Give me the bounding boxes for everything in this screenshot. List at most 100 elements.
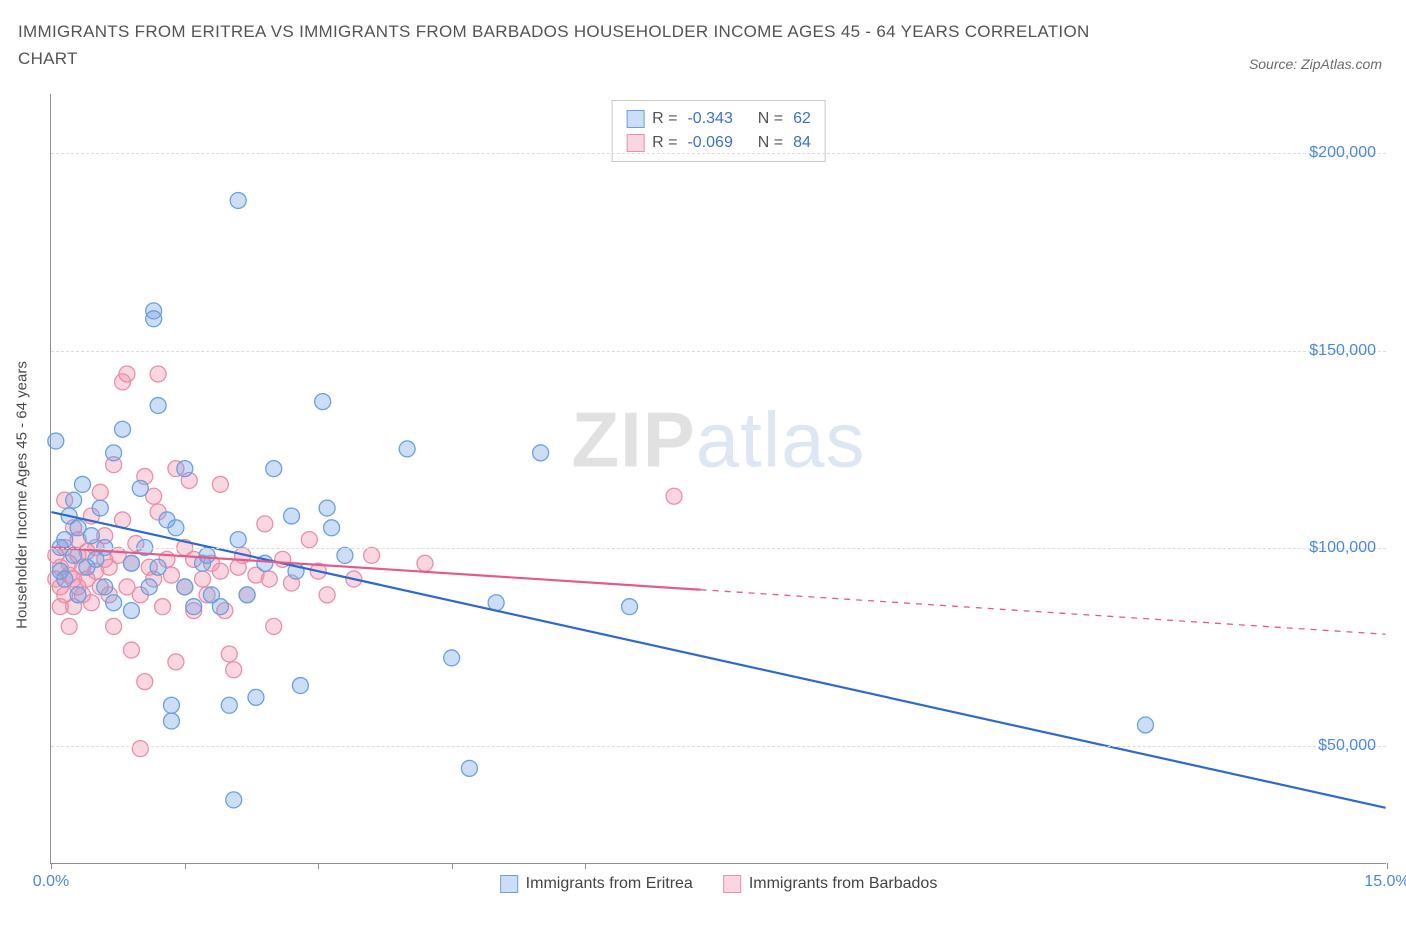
y-axis-label: Householder Income Ages 45 - 64 years	[14, 361, 31, 629]
data-point	[155, 599, 171, 615]
data-point	[239, 587, 255, 603]
data-point	[292, 678, 308, 694]
data-point	[337, 547, 353, 563]
data-point	[137, 674, 153, 690]
data-point	[177, 461, 193, 477]
data-point	[141, 579, 157, 595]
gridline	[51, 746, 1386, 747]
y-tick-label: $150,000	[1309, 342, 1376, 360]
x-tick	[585, 863, 586, 869]
data-point	[132, 480, 148, 496]
data-point	[622, 599, 638, 615]
data-point	[212, 599, 228, 615]
legend-swatch-icon	[500, 875, 518, 893]
data-point	[48, 433, 64, 449]
data-point	[195, 571, 211, 587]
data-point	[461, 760, 477, 776]
legend-stat-row: R = -0.343 N = 62	[626, 107, 811, 131]
data-point	[230, 532, 246, 548]
data-point	[248, 689, 264, 705]
data-point	[57, 532, 73, 548]
legend-n-value: 84	[793, 131, 811, 155]
x-tick	[452, 863, 453, 869]
data-point	[324, 520, 340, 536]
data-point	[123, 603, 139, 619]
y-tick-label: $100,000	[1309, 539, 1376, 557]
data-point	[199, 547, 215, 563]
legend-n-value: 62	[793, 107, 811, 131]
data-point	[75, 476, 91, 492]
data-point	[92, 484, 108, 500]
regression-line	[51, 512, 1385, 808]
plot-svg	[51, 94, 1386, 863]
data-point	[115, 421, 131, 437]
data-point	[226, 792, 242, 808]
data-point	[319, 500, 335, 516]
data-point	[230, 192, 246, 208]
data-point	[444, 650, 460, 666]
gridline	[51, 548, 1386, 549]
x-tick	[318, 863, 319, 869]
legend-swatch-icon	[626, 134, 644, 152]
data-point	[168, 520, 184, 536]
bottom-legend-item: Immigrants from Eritrea	[500, 875, 693, 893]
data-point	[1137, 717, 1153, 733]
data-point	[417, 555, 433, 571]
data-point	[301, 532, 317, 548]
source-label: Source: ZipAtlas.com	[1249, 56, 1382, 72]
data-point	[150, 559, 166, 575]
bottom-legend-label: Immigrants from Barbados	[749, 875, 938, 893]
chart-container: Householder Income Ages 45 - 64 years ZI…	[28, 94, 1388, 896]
gridline	[51, 351, 1386, 352]
legend-r-label: R =	[652, 131, 677, 155]
data-point	[66, 492, 82, 508]
data-point	[123, 642, 139, 658]
legend-n-label: N =	[758, 131, 783, 155]
legend-swatch-icon	[723, 875, 741, 893]
data-point	[106, 595, 122, 611]
data-point	[212, 563, 228, 579]
legend-r-label: R =	[652, 107, 677, 131]
legend-n-label: N =	[758, 107, 783, 131]
data-point	[92, 500, 108, 516]
regression-line-dashed	[701, 590, 1386, 635]
data-point	[97, 579, 113, 595]
y-tick-label: $200,000	[1309, 144, 1376, 162]
bottom-legend: Immigrants from Eritrea Immigrants from B…	[500, 875, 938, 893]
data-point	[163, 697, 179, 713]
data-point	[315, 394, 331, 410]
data-point	[163, 713, 179, 729]
bottom-legend-label: Immigrants from Eritrea	[526, 875, 693, 893]
data-point	[106, 618, 122, 634]
data-point	[284, 508, 300, 524]
data-point	[533, 445, 549, 461]
legend-r-value: -0.343	[687, 107, 732, 131]
data-point	[261, 571, 277, 587]
data-point	[150, 398, 166, 414]
data-point	[132, 741, 148, 757]
data-point	[666, 488, 682, 504]
x-tick	[185, 863, 186, 869]
data-point	[266, 618, 282, 634]
legend-r-value: -0.069	[687, 131, 732, 155]
data-point	[364, 547, 380, 563]
data-point	[257, 516, 273, 532]
data-point	[221, 697, 237, 713]
data-point	[226, 662, 242, 678]
chart-title: IMMIGRANTS FROM ERITREA VS IMMIGRANTS FR…	[18, 18, 1118, 72]
data-point	[399, 441, 415, 457]
data-point	[266, 461, 282, 477]
data-point	[221, 646, 237, 662]
legend-stat-row: R = -0.069 N = 84	[626, 131, 811, 155]
data-point	[177, 579, 193, 595]
data-point	[57, 571, 73, 587]
data-point	[61, 618, 77, 634]
data-point	[106, 445, 122, 461]
x-tick	[1387, 863, 1388, 869]
legend-swatch-icon	[626, 110, 644, 128]
data-point	[70, 587, 86, 603]
x-tick-label: 15.0%	[1364, 873, 1406, 891]
data-point	[319, 587, 335, 603]
data-point	[119, 366, 135, 382]
data-point	[186, 599, 202, 615]
